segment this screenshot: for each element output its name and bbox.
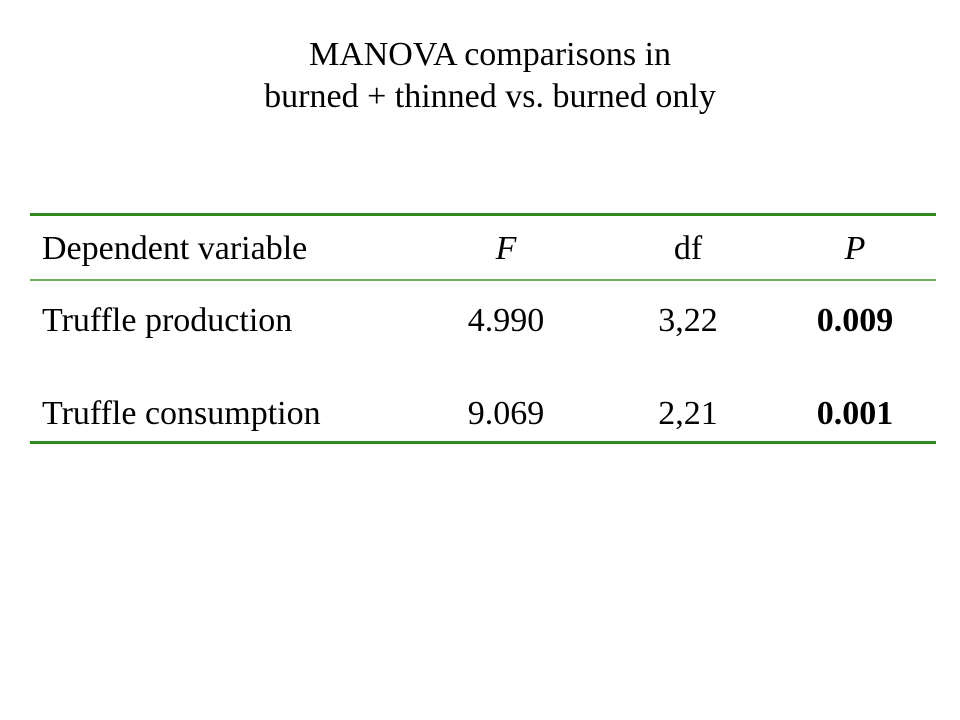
table-header-rule xyxy=(30,279,936,281)
header-df: df xyxy=(673,230,703,267)
table-cell-p: 0.009 xyxy=(816,302,894,339)
table-cell-variable: Truffle consumption xyxy=(42,395,321,432)
slide-title: MANOVA comparisons in burned + thinned v… xyxy=(0,34,960,118)
header-dependent-variable: Dependent variable xyxy=(42,230,308,267)
table-top-rule xyxy=(30,213,936,216)
table-cell-variable: Truffle production xyxy=(42,302,293,339)
table-cell-df: 2,21 xyxy=(658,395,718,432)
table-bottom-rule xyxy=(30,441,936,444)
table-cell-df: 3,22 xyxy=(658,302,718,339)
manova-table: Dependent variable F df P Truffle produc… xyxy=(30,213,936,446)
table-cell-f: 4.990 xyxy=(467,302,545,339)
title-line-1: MANOVA comparisons in xyxy=(308,36,672,73)
header-p: P xyxy=(844,230,866,267)
table-cell-p: 0.001 xyxy=(816,395,894,432)
title-line-2: burned + thinned vs. burned only xyxy=(264,78,716,115)
header-f: F xyxy=(495,230,517,267)
table-cell-f: 9.069 xyxy=(467,395,545,432)
